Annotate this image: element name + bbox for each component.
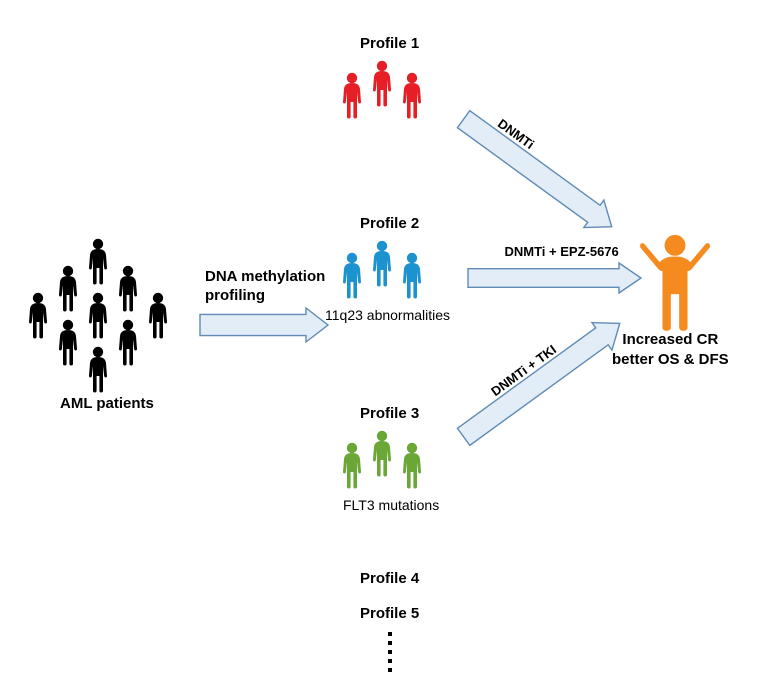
profile-title: Profile 2 xyxy=(360,215,419,232)
person-icon xyxy=(54,319,82,367)
person-icon xyxy=(368,240,396,288)
person-icon xyxy=(338,442,366,490)
outcome-person-icon xyxy=(640,230,710,336)
person-icon xyxy=(84,238,112,286)
person-icon xyxy=(398,442,426,490)
person-icon xyxy=(84,346,112,394)
person-icon xyxy=(84,292,112,340)
arrow-icon xyxy=(450,102,626,245)
person-icon xyxy=(24,292,52,340)
person-icon xyxy=(54,265,82,313)
outcome-label: Increased CRbetter OS & DFS xyxy=(612,330,729,369)
person-icon xyxy=(368,60,396,108)
arrow-label: DNMTi + EPZ-5676 xyxy=(505,244,619,259)
profile-subtitle: FLT3 mutations xyxy=(343,497,439,513)
arrow-icon xyxy=(450,305,635,454)
person-icon xyxy=(114,265,142,313)
person-icon xyxy=(368,430,396,478)
arrow-icon xyxy=(198,305,332,345)
profile-title: Profile 4 xyxy=(360,570,419,587)
profile-title: Profile 5 xyxy=(360,605,419,622)
person-icon xyxy=(114,319,142,367)
continuation-dots-icon xyxy=(388,632,392,672)
person-icon xyxy=(398,252,426,300)
arrow-icon xyxy=(466,260,645,296)
profiling-arrow-label: DNA methylationprofiling xyxy=(205,268,325,306)
person-icon xyxy=(144,292,172,340)
person-icon xyxy=(338,252,366,300)
aml-patients-label: AML patients xyxy=(60,395,154,412)
person-icon xyxy=(338,72,366,120)
person-icon xyxy=(398,72,426,120)
profile-title: Profile 1 xyxy=(360,35,419,52)
profile-title: Profile 3 xyxy=(360,405,419,422)
profile-subtitle: 11q23 abnormalities xyxy=(325,307,450,323)
